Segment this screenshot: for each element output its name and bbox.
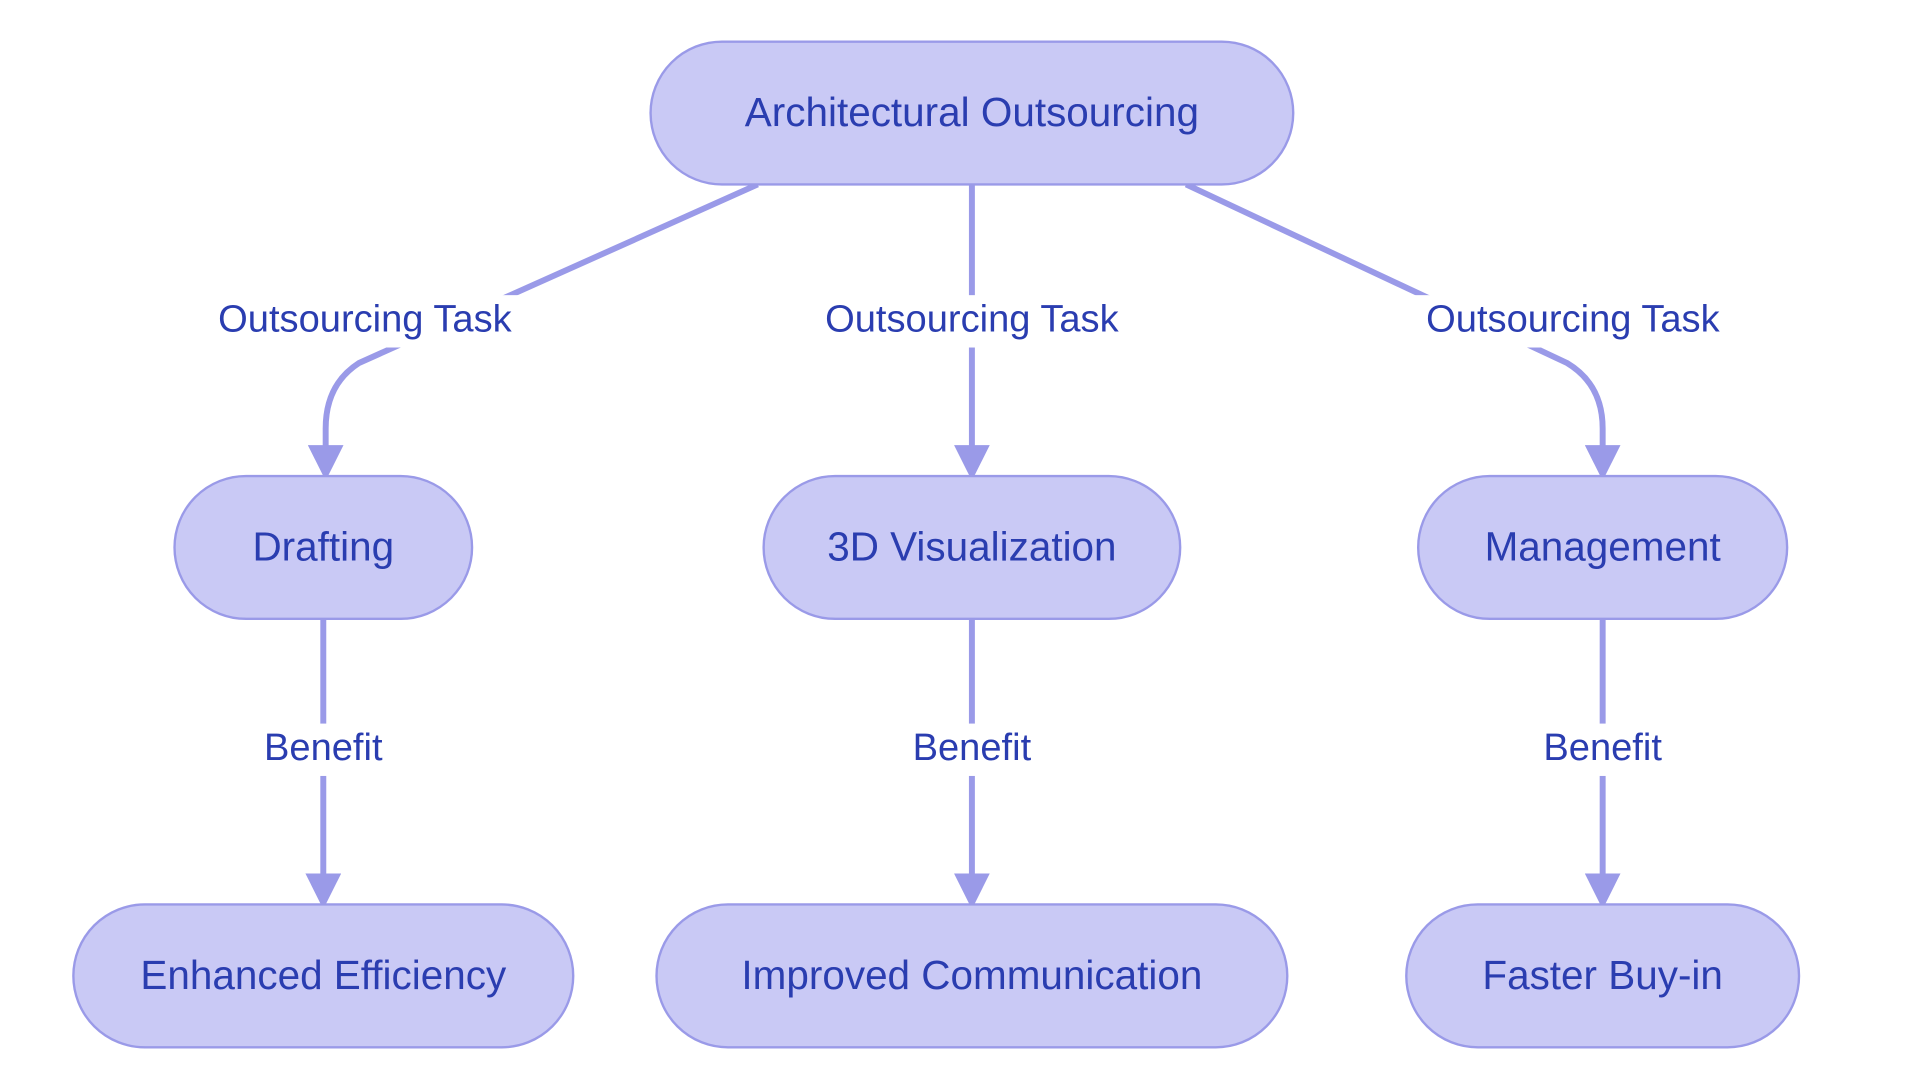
edge-root-mgmt: Outsourcing Task xyxy=(1186,184,1739,470)
edge-label: Benefit xyxy=(913,727,1032,769)
flowchart: Outsourcing Task Outsourcing Task Outsou… xyxy=(0,0,1920,1083)
node-label: Management xyxy=(1485,524,1721,570)
node-label: Faster Buy-in xyxy=(1482,952,1723,998)
node-label: 3D Visualization xyxy=(827,524,1116,570)
node-label: Architectural Outsourcing xyxy=(745,89,1199,135)
node-label: Improved Communication xyxy=(741,952,1202,998)
edge-label: Outsourcing Task xyxy=(825,298,1119,340)
edge-label: Outsourcing Task xyxy=(1426,298,1720,340)
node-visualization: 3D Visualization xyxy=(764,476,1181,619)
edge-root-viz: Outsourcing Task xyxy=(805,184,1138,470)
node-label: Drafting xyxy=(252,524,394,570)
edge-label: Benefit xyxy=(1543,727,1662,769)
nodes: Architectural Outsourcing Drafting 3D Vi… xyxy=(73,42,1799,1048)
edge-root-draft: Outsourcing Task xyxy=(198,184,757,470)
node-root: Architectural Outsourcing xyxy=(651,42,1294,185)
node-drafting: Drafting xyxy=(175,476,473,619)
node-management: Management xyxy=(1418,476,1787,619)
edge-label: Benefit xyxy=(264,727,383,769)
node-efficiency: Enhanced Efficiency xyxy=(73,904,573,1047)
edge-draft-eff: Benefit xyxy=(240,619,407,899)
edge-mgmt-buyin: Benefit xyxy=(1519,619,1686,899)
edge-label: Outsourcing Task xyxy=(218,298,512,340)
node-buyin: Faster Buy-in xyxy=(1406,904,1799,1047)
edge-viz-comm: Benefit xyxy=(889,619,1056,899)
node-communication: Improved Communication xyxy=(657,904,1288,1047)
node-label: Enhanced Efficiency xyxy=(140,952,507,998)
